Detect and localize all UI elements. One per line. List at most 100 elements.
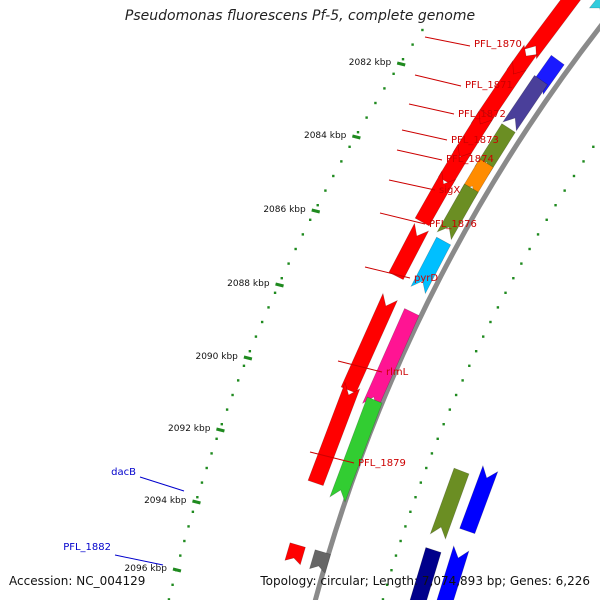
tick-dot [554,204,557,207]
gene-label-leader [114,554,164,566]
major-tick [396,61,406,67]
tick-dot [563,189,566,192]
accession-text: Accession: NC_004129 [9,574,146,588]
gene-label[interactable]: sigX [439,185,460,196]
tick-dot [448,408,452,411]
tick-dot [374,101,377,105]
tick-dot [231,393,234,397]
cds-feature-arrow[interactable] [406,547,442,600]
gene-label[interactable]: PFL_1876 [429,219,477,230]
tick-dot [248,350,252,353]
genome-summary-text: Topology: circular; Length: 7,074,893 bp… [260,574,590,588]
gene-label[interactable]: PFL_1870 [474,39,522,50]
gene-feature-arrow[interactable] [522,0,581,60]
tick-dot [308,218,312,221]
gene-feature-arrow[interactable] [459,464,499,534]
cds-feature-arrow[interactable] [429,467,470,540]
tick-dot [425,466,428,470]
gene-label-leader [364,266,411,279]
tick-dot [392,72,395,75]
tick-dot [572,174,576,178]
tick-dot [411,43,414,46]
tick-ring-inner [381,145,595,600]
gene-feature-arrow[interactable] [479,60,527,119]
tick-dot [220,423,223,426]
tick-dot [191,510,195,513]
gene-feature-arrow[interactable] [307,381,361,486]
tick-dot [267,306,270,309]
gene-feature-arrow[interactable] [452,110,494,161]
tick-dot [383,87,386,90]
gene-label-leader [408,103,455,115]
tick-dot [394,554,398,557]
gene-label[interactable]: PFL_1882 [63,542,111,553]
gene-feature-arrow[interactable] [340,292,398,394]
tick-dot [260,320,264,324]
tick-dot [200,481,204,484]
gene-feature-arrow[interactable] [284,542,306,566]
tick-dot [294,247,297,251]
tick-dot [187,525,190,528]
cds-feature-arrow[interactable] [410,236,452,295]
gene-label[interactable]: rlmL [386,367,409,378]
gene-label[interactable]: PFL_1871 [465,80,513,91]
tick-dot [474,350,478,353]
cds-feature-arrow[interactable] [502,74,548,132]
gene-feature-arrow[interactable] [414,170,457,227]
tick-dot [528,247,531,251]
tick-dot [401,58,405,61]
tick-dot [582,160,585,163]
tick-label: 2082 kbp [349,58,392,68]
tick-dot [468,364,471,367]
major-tick [311,208,321,214]
gene-label[interactable]: PFL_1872 [458,109,506,120]
tick-dot [409,510,412,513]
gene-feature-arrow[interactable] [388,222,430,280]
tick-dot [332,174,335,178]
gene-label-leader [379,212,426,225]
tick-dot [179,554,182,557]
tick-dot [545,218,548,221]
tick-label: 2096 kbp [125,564,168,574]
tick-dot [324,189,327,192]
gene-label[interactable]: PFL_1879 [358,458,406,469]
tick-dot [365,116,368,119]
tick-label: 2084 kbp [304,131,347,141]
gene-label[interactable]: PFL_1874 [446,154,494,165]
gene-label-leader [388,179,436,191]
tick-dot [171,583,174,586]
tick-dot [356,131,360,134]
cds-feature-arrow[interactable] [436,183,479,241]
tick-label: 2092 kbp [168,424,211,434]
major-tick [352,134,361,140]
tick-dot [348,145,351,148]
tick-dot [430,452,434,455]
tick-dot [381,598,385,600]
tick-dot [183,539,186,543]
gene-label[interactable]: pyrD [414,273,438,284]
tick-dot [536,233,540,236]
gene-label-leader [401,129,448,141]
cds-feature-arrow[interactable] [588,0,600,18]
tick-dot [404,525,407,528]
gene-label[interactable]: PFL_1873 [451,135,499,146]
tick-dot [482,335,485,338]
major-tick [216,427,225,433]
cds-feature-arrow[interactable] [329,396,383,503]
tick-dot [390,569,393,572]
genome-backbone [312,23,600,600]
tick-dot [254,335,258,338]
tick-dot [419,481,423,484]
cds-feature-arrow[interactable] [309,549,331,574]
major-tick [192,499,201,505]
tick-dot [242,364,246,367]
gene-feature-arrow[interactable] [436,545,470,600]
gene-label-leader [414,74,462,87]
tick-dot [436,437,439,440]
gene-feature-arrow[interactable] [437,143,473,186]
tick-dot [340,160,343,163]
gene-label[interactable]: dacB [111,467,136,478]
gene-label-leader [396,149,443,161]
